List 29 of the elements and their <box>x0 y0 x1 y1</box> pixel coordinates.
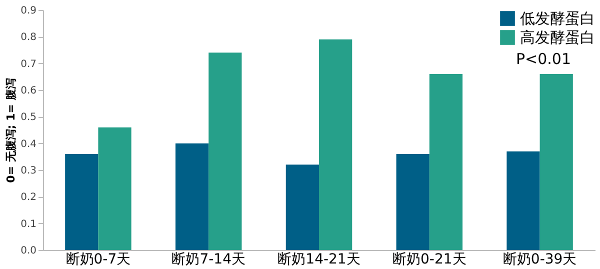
y-tick-label: 0.1 <box>20 218 36 230</box>
x-tick-label: 断奶0-7天 <box>66 252 131 268</box>
bar <box>540 74 573 250</box>
bar <box>65 154 98 250</box>
y-tick-label: 0.0 <box>20 246 36 256</box>
bar <box>98 127 132 250</box>
annotation: P<0.01 <box>516 50 571 68</box>
bar <box>319 39 352 250</box>
y-tick-label: 0.2 <box>20 192 36 204</box>
y-axis-title: 0= 无腹泻; 1= 腹泻 <box>4 78 18 183</box>
bar <box>506 151 540 250</box>
bar <box>429 74 463 250</box>
bar <box>208 52 242 250</box>
y-tick-label: 0.5 <box>20 112 36 124</box>
y-tick-label: 0.9 <box>20 6 36 16</box>
y-tick-label: 0.6 <box>20 86 36 96</box>
x-tick-label: 断奶0-39天 <box>502 252 577 268</box>
legend-label: 低发酵蛋白 <box>520 10 595 28</box>
y-tick-label: 0.7 <box>20 58 36 70</box>
x-tick-label: 断奶14-21天 <box>278 252 360 268</box>
bar <box>175 143 209 250</box>
x-tick-label: 断奶0-21天 <box>392 252 466 268</box>
bar <box>396 154 430 250</box>
y-tick-label: 0.8 <box>20 32 36 44</box>
y-tick-label: 0.4 <box>20 138 36 150</box>
bar <box>286 164 319 250</box>
y-tick-label: 0.3 <box>20 166 36 176</box>
legend-label: 高发酵蛋白 <box>520 28 595 46</box>
x-tick-label: 断奶7-14天 <box>172 252 246 268</box>
